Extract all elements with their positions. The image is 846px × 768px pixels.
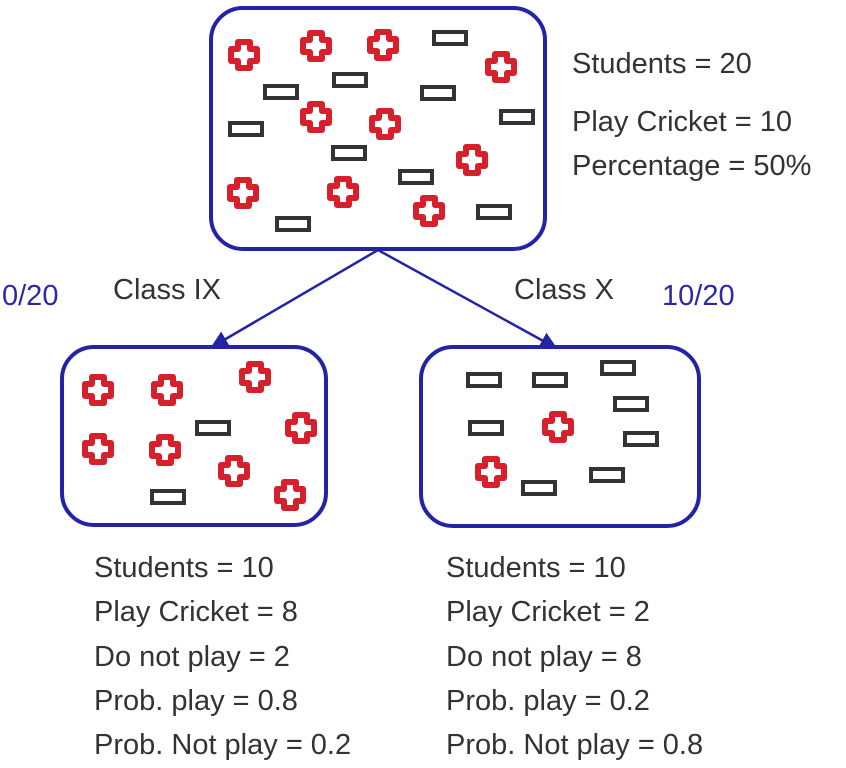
minus-icon bbox=[432, 30, 468, 46]
branch-line-right bbox=[377, 248, 558, 350]
left-branch-label: Class IX bbox=[113, 274, 221, 306]
right-node-markers bbox=[466, 360, 659, 496]
minus-icon bbox=[195, 420, 231, 436]
minus-icon bbox=[263, 84, 299, 100]
minus-icon bbox=[420, 85, 456, 101]
plus-icon bbox=[327, 176, 359, 208]
plus-icon bbox=[475, 456, 507, 488]
root-node-box bbox=[209, 6, 547, 251]
plus-icon bbox=[413, 195, 445, 227]
right-branch-fraction: 10/20 bbox=[662, 280, 735, 312]
minus-icon bbox=[589, 467, 625, 483]
plus-icon bbox=[300, 101, 332, 133]
plus-icon bbox=[285, 412, 317, 444]
right-prob-play-text: Prob. play = 0.2 bbox=[446, 685, 650, 717]
plus-icon bbox=[149, 434, 181, 466]
plus-icon bbox=[228, 39, 260, 71]
plus-icon bbox=[367, 29, 399, 61]
root-play-cricket-text: Play Cricket = 10 bbox=[572, 106, 793, 138]
plus-icon bbox=[239, 361, 271, 393]
plus-icon bbox=[485, 51, 517, 83]
root-percentage-text: Percentage = 50% bbox=[572, 150, 812, 182]
minus-icon bbox=[476, 204, 512, 220]
plus-icon bbox=[300, 30, 332, 62]
left-node-markers bbox=[82, 361, 317, 511]
plus-icon bbox=[227, 177, 259, 209]
minus-icon bbox=[398, 169, 434, 185]
minus-icon bbox=[466, 372, 502, 388]
plus-icon bbox=[542, 411, 574, 443]
left-do-not-play-text: Do not play = 2 bbox=[94, 641, 290, 673]
left-node-box bbox=[60, 345, 328, 527]
plus-icon bbox=[82, 433, 114, 465]
plus-icon bbox=[369, 108, 401, 140]
right-prob-not-play-text: Prob. Not play = 0.8 bbox=[446, 729, 704, 761]
right-branch-label: Class X bbox=[514, 274, 614, 306]
minus-icon bbox=[623, 431, 659, 447]
left-branch-fraction: 0/20 bbox=[2, 280, 59, 312]
minus-icon bbox=[532, 372, 568, 388]
right-node-box bbox=[419, 345, 701, 528]
minus-icon bbox=[468, 420, 504, 436]
right-do-not-play-text: Do not play = 8 bbox=[446, 641, 642, 673]
minus-icon bbox=[150, 489, 186, 505]
minus-icon bbox=[331, 145, 367, 161]
plus-icon bbox=[151, 374, 183, 406]
left-play-cricket-text: Play Cricket = 8 bbox=[94, 596, 298, 628]
minus-icon bbox=[332, 72, 368, 88]
plus-icon bbox=[456, 144, 488, 176]
right-students-text: Students = 10 bbox=[446, 552, 626, 584]
minus-icon bbox=[521, 480, 557, 496]
minus-icon bbox=[228, 121, 264, 137]
right-play-cricket-text: Play Cricket = 2 bbox=[446, 596, 650, 628]
minus-icon bbox=[613, 396, 649, 412]
minus-icon bbox=[499, 109, 535, 125]
root-node-markers bbox=[227, 29, 535, 232]
left-prob-not-play-text: Prob. Not play = 0.2 bbox=[94, 729, 352, 761]
plus-icon bbox=[274, 479, 306, 511]
left-prob-play-text: Prob. play = 0.8 bbox=[94, 685, 298, 717]
root-students-text: Students = 20 bbox=[572, 48, 752, 80]
branch-line-left bbox=[210, 248, 379, 349]
minus-icon bbox=[600, 360, 636, 376]
left-students-text: Students = 10 bbox=[94, 552, 274, 584]
plus-icon bbox=[218, 455, 250, 487]
plus-icon bbox=[82, 374, 114, 406]
minus-icon bbox=[275, 216, 311, 232]
